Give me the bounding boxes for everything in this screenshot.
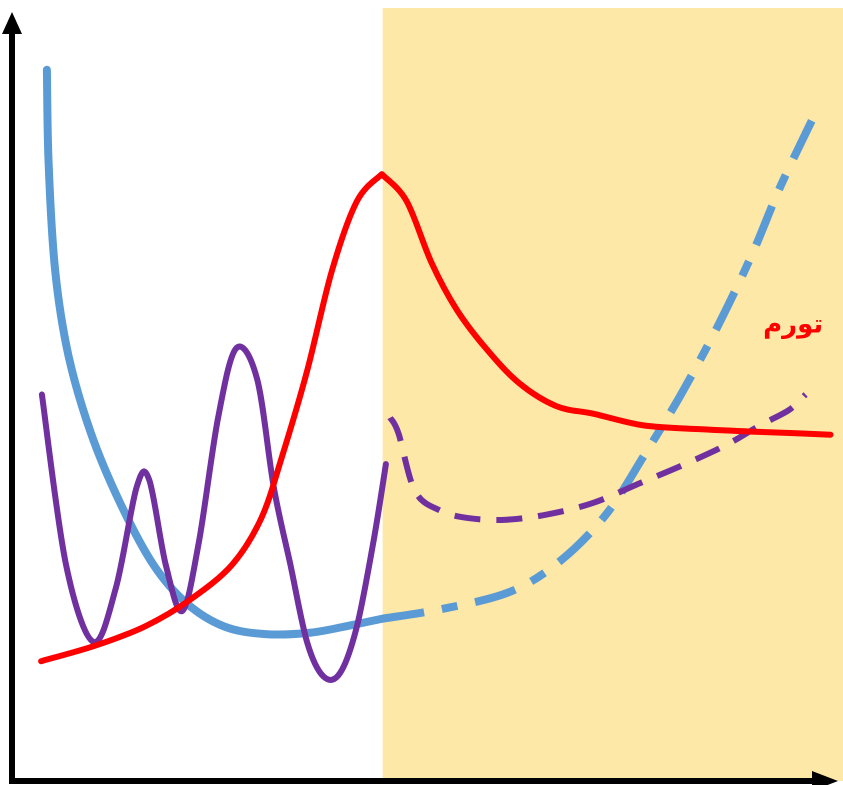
x-axis-arrowhead <box>812 771 838 785</box>
series-purple-line-past <box>38 343 389 683</box>
y-axis-arrowhead <box>2 12 22 34</box>
shaded-forecast-region <box>382 8 843 781</box>
series-blue-line-past <box>42 65 387 639</box>
series-label-red: تورم <box>763 310 823 340</box>
series-red-line-forecast <box>378 171 834 438</box>
series-blue-line-forecast <box>381 114 818 623</box>
series-red-line-past <box>38 171 385 665</box>
